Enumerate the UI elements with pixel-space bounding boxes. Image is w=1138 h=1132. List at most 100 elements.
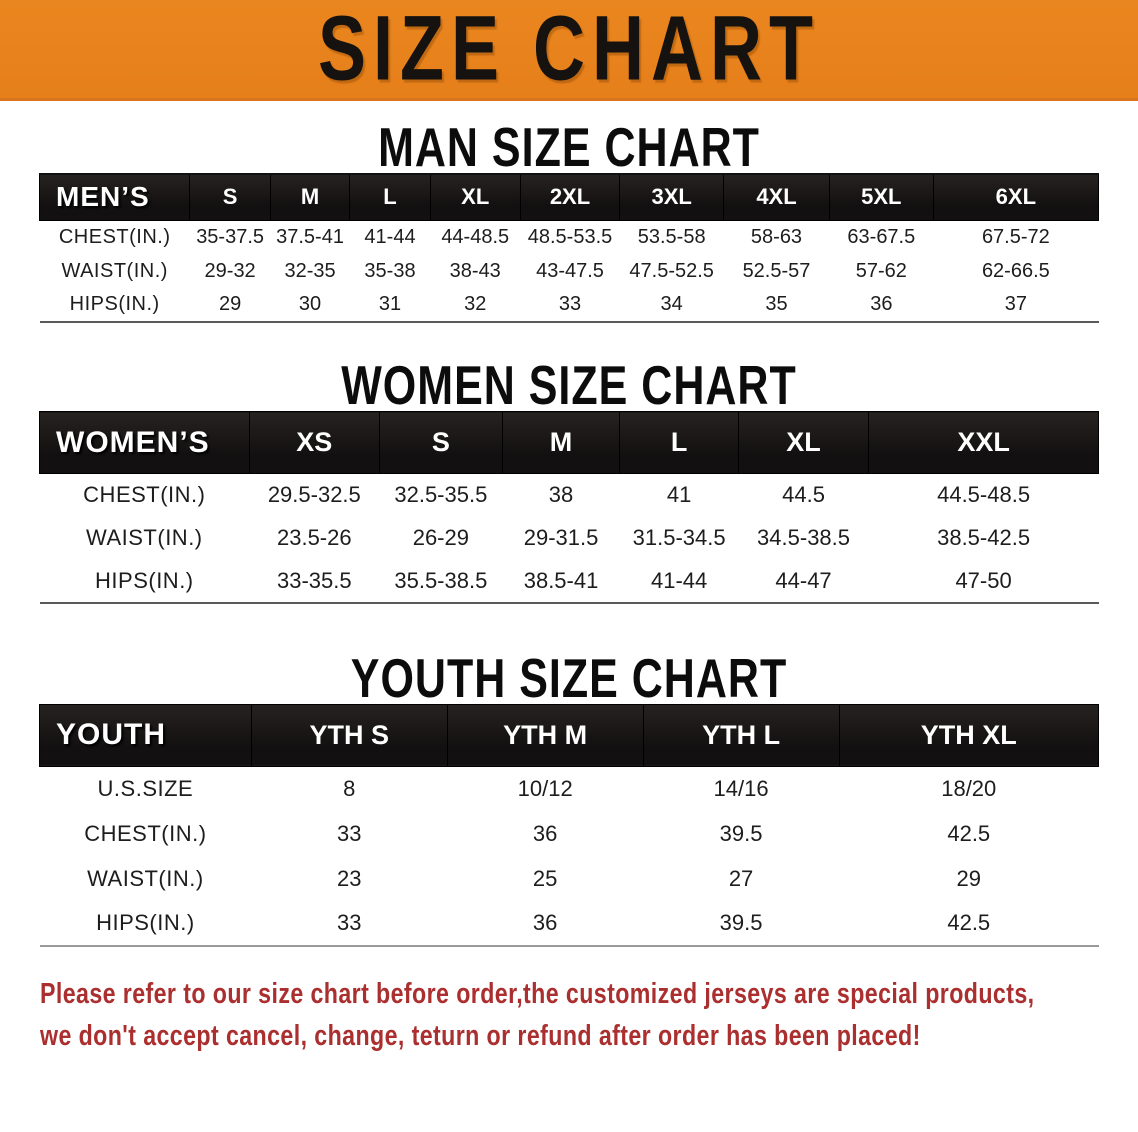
cell: 47-50: [868, 559, 1099, 603]
mens-group-label: MEN’S: [38, 173, 191, 221]
row-label: CHEST(IN.): [39, 220, 190, 254]
womens-chest-row: CHEST(IN.) 29.5-32.5 32.5-35.5 38 41 44.…: [39, 473, 1099, 517]
cell: 37.5-41: [270, 220, 350, 254]
mens-size-header: 6XL: [932, 173, 1100, 221]
cell: 39.5: [643, 811, 840, 856]
youth-waist-row: WAIST(IN.) 23 25 27 29: [39, 856, 1099, 901]
cell: 44-48.5: [430, 220, 521, 254]
row-label: CHEST(IN.): [39, 473, 250, 517]
youth-size-header: YTH XL: [838, 703, 1100, 767]
disclaimer-note: Please refer to our size chart before or…: [40, 973, 1138, 1057]
cell: 38-43: [430, 254, 521, 288]
cell: 29: [839, 856, 1099, 901]
youth-section-heading: YOUTH SIZE CHART: [0, 648, 1138, 709]
cell: 33: [520, 288, 620, 322]
cell: 41-44: [349, 220, 431, 254]
womens-size-header: XL: [737, 411, 870, 474]
mens-size-table: MEN’S S M L XL 2XL 3XL 4XL 5XL 6XL CHEST…: [38, 173, 1100, 323]
cell: 41: [619, 473, 739, 517]
cell: 32.5-35.5: [379, 473, 503, 517]
row-label: U.S.SIZE: [39, 766, 252, 811]
youth-size-header: YTH S: [250, 703, 448, 767]
cell: 38.5-42.5: [868, 516, 1099, 560]
mens-size-header: XL: [429, 173, 521, 221]
cell: 33-35.5: [249, 559, 380, 603]
cell: 35.5-38.5: [379, 559, 503, 603]
womens-size-header: XS: [248, 411, 380, 474]
men-heading-text: MAN SIZE CHART: [378, 117, 760, 179]
cell: 35-37.5: [189, 220, 271, 254]
cell: 23.5-26: [249, 516, 380, 560]
cell: 30: [270, 288, 350, 322]
cell: 67.5-72: [933, 220, 1099, 254]
youth-ussize-row: U.S.SIZE 8 10/12 14/16 18/20: [39, 766, 1099, 811]
youth-size-header: YTH M: [446, 703, 644, 767]
mens-size-header: 2XL: [519, 173, 621, 221]
cell: 38: [502, 473, 620, 517]
womens-waist-row: WAIST(IN.) 23.5-26 26-29 29-31.5 31.5-34…: [39, 516, 1099, 560]
cell: 33: [251, 811, 448, 856]
mens-waist-row: WAIST(IN.) 29-32 32-35 35-38 38-43 43-47…: [39, 254, 1099, 288]
cell: 44.5-48.5: [868, 473, 1099, 517]
cell: 31: [349, 288, 431, 322]
cell: 29.5-32.5: [249, 473, 380, 517]
mens-size-header: M: [269, 173, 351, 221]
mens-chest-row: CHEST(IN.) 35-37.5 37.5-41 41-44 44-48.5…: [39, 220, 1099, 254]
mens-size-header: 4XL: [723, 173, 830, 221]
youth-chest-row: CHEST(IN.) 33 36 39.5 42.5: [39, 811, 1099, 856]
cell: 34.5-38.5: [738, 516, 869, 560]
cell: 34: [619, 288, 724, 322]
row-label: WAIST(IN.): [39, 856, 252, 901]
cell: 29-32: [189, 254, 271, 288]
cell: 31.5-34.5: [619, 516, 739, 560]
women-heading-text: WOMEN SIZE CHART: [341, 355, 797, 417]
cell: 29: [189, 288, 271, 322]
youth-size-table: YOUTH YTH S YTH M YTH L YTH XL U.S.SIZE …: [39, 703, 1100, 947]
cell: 62-66.5: [933, 254, 1099, 288]
youth-hips-row: HIPS(IN.) 33 36 39.5 42.5: [39, 901, 1099, 946]
cell: 23: [251, 856, 448, 901]
youth-heading-text: YOUTH SIZE CHART: [350, 647, 788, 710]
disclaimer-line-1: Please refer to our size chart before or…: [40, 978, 1035, 1010]
cell: 27: [643, 856, 840, 901]
cell: 18/20: [839, 766, 1099, 811]
mens-size-header: 3XL: [619, 173, 725, 221]
row-label: HIPS(IN.): [39, 901, 252, 946]
cell: 42.5: [839, 901, 1099, 946]
womens-hips-row: HIPS(IN.) 33-35.5 35.5-38.5 38.5-41 41-4…: [39, 559, 1099, 603]
cell: 63-67.5: [829, 220, 934, 254]
cell: 10/12: [447, 766, 644, 811]
womens-size-header: M: [501, 411, 621, 474]
women-section-heading: WOMEN SIZE CHART: [0, 355, 1138, 416]
cell: 29-31.5: [502, 516, 620, 560]
page-title: SIZE CHART: [318, 0, 820, 101]
cell: 32: [430, 288, 521, 322]
youth-size-header: YTH L: [642, 703, 840, 767]
cell: 33: [251, 901, 448, 946]
cell: 32-35: [270, 254, 350, 288]
mens-size-header: 5XL: [828, 173, 934, 221]
cell: 41-44: [619, 559, 739, 603]
cell: 8: [251, 766, 448, 811]
row-label: WAIST(IN.): [39, 516, 250, 560]
womens-size-header: XXL: [868, 411, 1099, 474]
cell: 57-62: [829, 254, 934, 288]
womens-group-label: WOMEN’S: [39, 411, 250, 474]
cell: 25: [447, 856, 644, 901]
womens-size-header: L: [619, 411, 739, 474]
cell: 53.5-58: [619, 220, 724, 254]
cell: 35-38: [349, 254, 431, 288]
men-section-heading: MAN SIZE CHART: [0, 117, 1138, 178]
cell: 36: [447, 901, 644, 946]
youth-group-label: YOUTH: [39, 703, 252, 767]
youth-header-row: YOUTH YTH S YTH M YTH L YTH XL: [39, 703, 1100, 767]
cell: 47.5-52.5: [619, 254, 724, 288]
cell: 44.5: [738, 473, 869, 517]
cell: 44-47: [738, 559, 869, 603]
cell: 38.5-41: [502, 559, 620, 603]
row-label: HIPS(IN.): [39, 288, 190, 322]
mens-header-row: MEN’S S M L XL 2XL 3XL 4XL 5XL 6XL: [38, 173, 1100, 221]
womens-header-row: WOMEN’S XS S M L XL XXL: [39, 411, 1099, 474]
mens-size-header: L: [349, 173, 431, 221]
